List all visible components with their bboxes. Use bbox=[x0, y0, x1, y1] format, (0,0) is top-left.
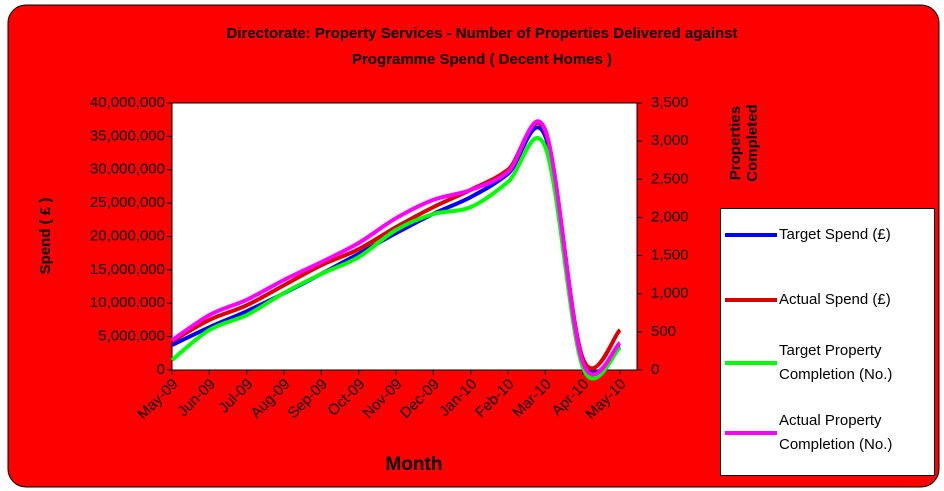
legend-label: Actual Spend (£) bbox=[779, 291, 891, 308]
series-line bbox=[170, 119, 622, 377]
legend-swatch bbox=[725, 431, 777, 435]
chart-title: Directorate: Property Services - Number … bbox=[226, 25, 737, 42]
y2-tick-label: 2,000 bbox=[651, 208, 689, 225]
y-tick-label: 5,000,000 bbox=[98, 328, 165, 345]
legend-label: Target Spend (£) bbox=[779, 226, 891, 243]
y-tick-label: 30,000,000 bbox=[90, 161, 165, 178]
legend-label: Actual Property Completion (No.) bbox=[779, 412, 893, 453]
y2-tick-label: 3,500 bbox=[651, 94, 689, 111]
y2-tick-label: 500 bbox=[651, 323, 676, 340]
y-tick-label: 40,000,000 bbox=[90, 94, 165, 111]
y-tick-label: 25,000,000 bbox=[90, 194, 165, 211]
y-tick-label: 15,000,000 bbox=[90, 261, 165, 278]
y2-tick-label: 2,500 bbox=[651, 170, 689, 187]
y2-tick-label: 0 bbox=[651, 361, 659, 378]
legend-swatch bbox=[725, 361, 777, 365]
legend-entry: Target Property Completion (No.) bbox=[725, 339, 929, 387]
x-axis-label: Month bbox=[386, 454, 443, 475]
legend-label: Target Property Completion (No.) bbox=[779, 342, 893, 383]
y2-axis-label: Properties bbox=[727, 106, 744, 180]
y-tick-label: 20,000,000 bbox=[90, 227, 165, 244]
y-tick-label: 35,000,000 bbox=[90, 127, 165, 144]
legend-swatch bbox=[725, 233, 777, 237]
y-tick-label: 10,000,000 bbox=[90, 294, 165, 311]
y-tick-label: 0 bbox=[157, 361, 165, 378]
legend-entry: Actual Property Completion (No.) bbox=[725, 409, 929, 457]
plot-area bbox=[171, 102, 638, 371]
y2-tick-label: 1,000 bbox=[651, 285, 689, 302]
legend-swatch bbox=[725, 298, 777, 302]
chart-title: Programme Spend ( Decent Homes ) bbox=[352, 51, 612, 68]
y2-axis-label: Completed bbox=[744, 104, 761, 182]
legend-entry: Target Spend (£) bbox=[725, 223, 929, 247]
y2-tick-label: 1,500 bbox=[651, 247, 689, 264]
y-axis-label: Spend ( £ ) bbox=[37, 198, 54, 275]
y2-tick-label: 3,000 bbox=[651, 132, 689, 149]
legend: Target Spend (£) Actual Spend (£) Target P… bbox=[720, 208, 935, 476]
legend-entry: Actual Spend (£) bbox=[725, 288, 929, 312]
